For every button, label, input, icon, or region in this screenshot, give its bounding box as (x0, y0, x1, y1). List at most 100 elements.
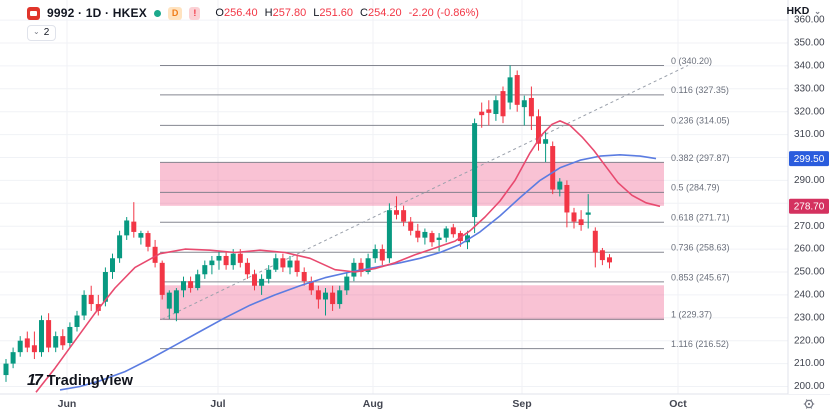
candle-body (486, 109, 492, 113)
month-label: Sep (512, 398, 531, 410)
candle (88, 285, 94, 311)
candle-body (244, 262, 250, 275)
candle (209, 255, 215, 275)
axis-settings-gear-icon[interactable] (803, 399, 815, 409)
candle-body (266, 269, 272, 279)
candle-body (10, 352, 16, 364)
price-marker-text: 278.70 (794, 201, 825, 212)
candle-body (301, 272, 307, 282)
gear-ring (804, 399, 814, 409)
symbol-legend[interactable]: 9992 · 1D · HKEX D ! O256.40 H257.80 L25… (27, 6, 479, 20)
candle (138, 230, 144, 245)
candle-body (202, 265, 208, 275)
candle-body (493, 100, 499, 114)
candle (337, 285, 343, 309)
candle-body (465, 235, 470, 243)
candle-body (500, 91, 506, 117)
candle-body (24, 338, 30, 348)
candle (358, 258, 364, 277)
candle (443, 226, 449, 243)
candle (110, 253, 115, 279)
candle (131, 202, 137, 238)
candle-body (585, 212, 591, 215)
tradingview-brand-text: TradingView (46, 373, 134, 389)
candle-body (252, 274, 257, 286)
candle (223, 251, 229, 270)
fib-level-label: 1.116 (216.52) (671, 339, 729, 349)
candle (330, 285, 336, 311)
candle (259, 274, 265, 295)
candle-body (117, 235, 123, 259)
candle-body (124, 220, 130, 236)
candle (202, 260, 208, 279)
price-marker-text: 299.50 (794, 154, 825, 165)
candle (216, 251, 222, 270)
candle-body (358, 262, 364, 272)
candle (422, 228, 428, 245)
price-tick-label: 230.00 (794, 312, 825, 323)
price-tick-label: 340.00 (794, 61, 825, 72)
candle-body (422, 231, 428, 238)
fib-level-label: 0.116 (327.35) (671, 85, 729, 95)
candle-body (181, 281, 186, 291)
candle-body (379, 249, 385, 261)
candle-body (607, 257, 612, 263)
market-status-dot-icon[interactable] (153, 9, 161, 17)
price-tick-label: 200.00 (794, 381, 825, 392)
open-value: 256.40 (223, 7, 258, 19)
candle (294, 255, 300, 277)
price-marker-pill (789, 198, 829, 214)
currency-selector[interactable]: HKD ⌄ (787, 5, 821, 17)
candle (24, 331, 30, 353)
price-marker-pill (789, 151, 829, 167)
time-axis-background[interactable] (0, 394, 830, 414)
candle-body (273, 258, 279, 270)
delayed-data-badge[interactable]: D (167, 6, 183, 20)
candle (479, 102, 485, 128)
candle-body (344, 276, 350, 291)
alert-badge[interactable]: ! (189, 6, 201, 20)
candle (173, 288, 179, 322)
candle-body (195, 274, 201, 289)
candle (95, 294, 101, 316)
candle (500, 86, 506, 124)
candle (181, 276, 186, 298)
candle-body (230, 253, 236, 266)
candle-body (386, 210, 392, 259)
tradingview-watermark[interactable]: 17 TradingView (27, 372, 133, 390)
candle (607, 254, 612, 269)
close-value: 254.20 (367, 7, 402, 19)
highlight-zones-layer (160, 162, 664, 321)
indicator-collapse-button[interactable]: ⌄ 2 (27, 25, 57, 41)
candle-body (102, 272, 108, 302)
candle-body (599, 250, 605, 261)
candle-body (337, 290, 343, 305)
candle (592, 227, 598, 268)
candle (124, 217, 130, 240)
candle (81, 290, 87, 321)
price-axis-background[interactable] (788, 0, 830, 394)
fib-trend-dashed-line (161, 64, 689, 320)
candle-body (3, 363, 9, 376)
indicator-count: 2 (43, 27, 50, 38)
close-label: C (360, 7, 368, 19)
currency-label: HKD (786, 5, 810, 17)
tradingview-logo-icon: 17 (27, 372, 43, 389)
symbol-title[interactable]: 9992 · 1D · HKEX (47, 6, 147, 20)
candle (31, 331, 37, 360)
candle-body (280, 258, 286, 268)
candle (117, 230, 123, 263)
caret-down-icon: ⌄ (814, 6, 821, 16)
candle (344, 272, 350, 295)
candle (401, 205, 407, 227)
candle (10, 347, 16, 369)
ma-fast-line (35, 120, 661, 393)
price-marker-label: 278.70 (789, 198, 829, 214)
candle-body (259, 278, 265, 286)
price-tick-label: 290.00 (794, 175, 825, 186)
open-label: O (215, 7, 224, 19)
candle (53, 331, 59, 353)
candle (528, 86, 534, 131)
candle-body (578, 219, 584, 226)
